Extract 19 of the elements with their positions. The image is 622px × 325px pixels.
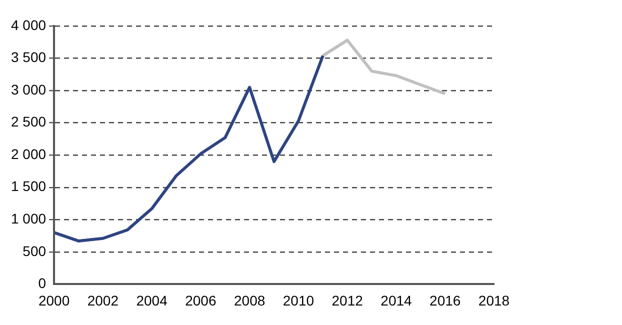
y-tick-label: 3 000 (10, 81, 46, 98)
y-tick-label: 1 000 (10, 210, 46, 227)
y-tick-label: 0 (38, 275, 46, 292)
y-tick-label: 1 500 (10, 178, 46, 194)
x-tick-label: 2018 (478, 292, 510, 308)
x-tick-label: 2000 (38, 292, 70, 308)
y-tick-label: 2 000 (10, 146, 46, 162)
y-tick-label: 500 (22, 242, 46, 259)
x-tick-label: 2004 (136, 292, 168, 308)
x-tick-label: 2002 (87, 292, 119, 308)
x-tick-label: 2008 (234, 292, 266, 308)
x-tick-label: 2014 (380, 292, 412, 308)
x-tick-label: 2012 (332, 292, 364, 308)
y-tick-label: 4 000 (10, 16, 46, 33)
x-tick-label: 2010 (282, 292, 314, 308)
y-tick-label: 3 500 (10, 49, 46, 66)
x-tick-label: 2006 (185, 292, 216, 308)
y-tick-label: 2 500 (10, 114, 46, 130)
x-tick-label: 2016 (430, 292, 461, 308)
